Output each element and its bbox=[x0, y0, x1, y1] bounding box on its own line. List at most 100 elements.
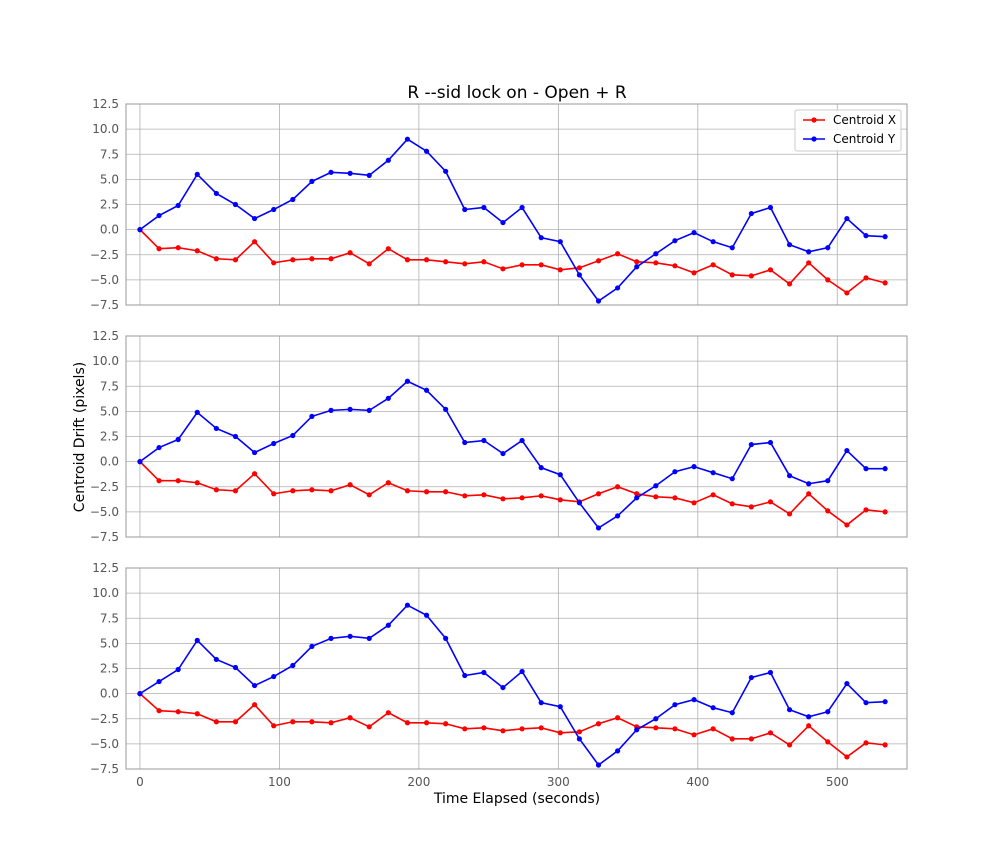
data-point bbox=[481, 259, 487, 265]
data-point bbox=[404, 720, 411, 726]
data-point bbox=[251, 682, 258, 689]
data-point bbox=[462, 726, 468, 732]
x-tick-label: 200 bbox=[407, 775, 430, 789]
data-point bbox=[290, 719, 296, 725]
data-point bbox=[844, 290, 850, 296]
data-point bbox=[710, 705, 716, 711]
data-point bbox=[271, 723, 277, 729]
data-point bbox=[557, 472, 563, 478]
data-point bbox=[232, 664, 239, 671]
series-centroid-x bbox=[137, 691, 888, 760]
data-point bbox=[882, 742, 888, 748]
data-point bbox=[443, 489, 449, 495]
data-point bbox=[309, 178, 315, 184]
data-point bbox=[786, 281, 793, 287]
data-point bbox=[615, 285, 621, 291]
data-point bbox=[519, 262, 525, 268]
y-tick-label: 7.5 bbox=[100, 611, 119, 625]
data-point bbox=[863, 233, 869, 239]
data-point bbox=[481, 492, 487, 498]
data-point bbox=[767, 439, 774, 446]
data-point bbox=[175, 202, 181, 209]
data-point bbox=[251, 239, 258, 245]
data-point bbox=[653, 716, 659, 722]
data-point bbox=[653, 483, 659, 489]
data-point bbox=[213, 656, 219, 663]
data-point bbox=[194, 409, 200, 415]
legend: Centroid X Centroid Y bbox=[794, 109, 902, 152]
legend-swatch-marker bbox=[811, 136, 817, 142]
data-point bbox=[156, 478, 162, 484]
axes-frame bbox=[125, 335, 908, 538]
data-point bbox=[194, 637, 200, 643]
data-point bbox=[385, 157, 391, 163]
data-point bbox=[691, 697, 697, 703]
data-point bbox=[519, 204, 525, 211]
data-point bbox=[710, 239, 716, 245]
data-point bbox=[595, 525, 602, 531]
data-point bbox=[137, 691, 143, 697]
data-point bbox=[576, 736, 582, 742]
data-point bbox=[729, 272, 735, 278]
data-point bbox=[653, 251, 659, 257]
legend-label: Centroid X bbox=[833, 113, 896, 127]
data-point bbox=[423, 720, 430, 726]
data-point bbox=[175, 709, 181, 715]
data-point bbox=[615, 484, 621, 490]
data-point bbox=[710, 492, 716, 498]
data-point bbox=[557, 704, 563, 710]
data-point bbox=[786, 511, 793, 517]
data-point bbox=[672, 702, 678, 708]
data-point bbox=[538, 235, 544, 241]
y-tick-label: 10.0 bbox=[92, 122, 119, 136]
data-point bbox=[825, 508, 831, 514]
data-point bbox=[175, 436, 181, 443]
data-point bbox=[156, 444, 162, 451]
data-point bbox=[194, 248, 200, 254]
data-point bbox=[538, 725, 544, 731]
data-point bbox=[519, 495, 525, 501]
y-tick-label: 5.0 bbox=[100, 172, 119, 186]
data-point bbox=[175, 666, 181, 673]
data-point bbox=[213, 256, 219, 262]
data-point bbox=[500, 496, 506, 502]
data-point bbox=[423, 148, 430, 154]
data-point bbox=[748, 736, 754, 742]
data-point bbox=[576, 265, 582, 271]
data-point bbox=[576, 272, 582, 278]
y-tick-label: 7.5 bbox=[100, 147, 119, 161]
data-point bbox=[137, 227, 143, 233]
data-point bbox=[882, 699, 888, 705]
data-point bbox=[347, 170, 353, 176]
y-tick-label: −5.0 bbox=[90, 737, 119, 751]
data-point bbox=[767, 669, 774, 676]
data-point bbox=[213, 719, 219, 725]
data-point bbox=[634, 495, 640, 501]
data-point bbox=[882, 509, 888, 515]
data-point bbox=[290, 662, 296, 669]
x-tick-label: 100 bbox=[268, 775, 291, 789]
axes-frame bbox=[125, 567, 908, 770]
grid bbox=[126, 567, 907, 770]
y-tick-label: −7.5 bbox=[90, 530, 119, 544]
data-point bbox=[748, 441, 754, 448]
data-point bbox=[271, 673, 277, 680]
data-point bbox=[500, 219, 506, 226]
data-point bbox=[729, 476, 735, 482]
data-point bbox=[615, 251, 621, 257]
data-point bbox=[729, 245, 735, 251]
data-point bbox=[194, 480, 200, 486]
series-line bbox=[139, 461, 886, 526]
data-point bbox=[462, 439, 468, 446]
data-point bbox=[806, 723, 812, 729]
data-point bbox=[653, 494, 659, 500]
data-point bbox=[844, 522, 850, 528]
data-point bbox=[767, 730, 774, 736]
data-point bbox=[882, 280, 888, 286]
data-point bbox=[137, 459, 143, 465]
y-tick-label: 2.5 bbox=[100, 662, 119, 676]
data-point bbox=[844, 447, 850, 454]
data-point bbox=[404, 602, 411, 608]
data-point bbox=[404, 378, 411, 384]
data-point bbox=[232, 201, 239, 208]
